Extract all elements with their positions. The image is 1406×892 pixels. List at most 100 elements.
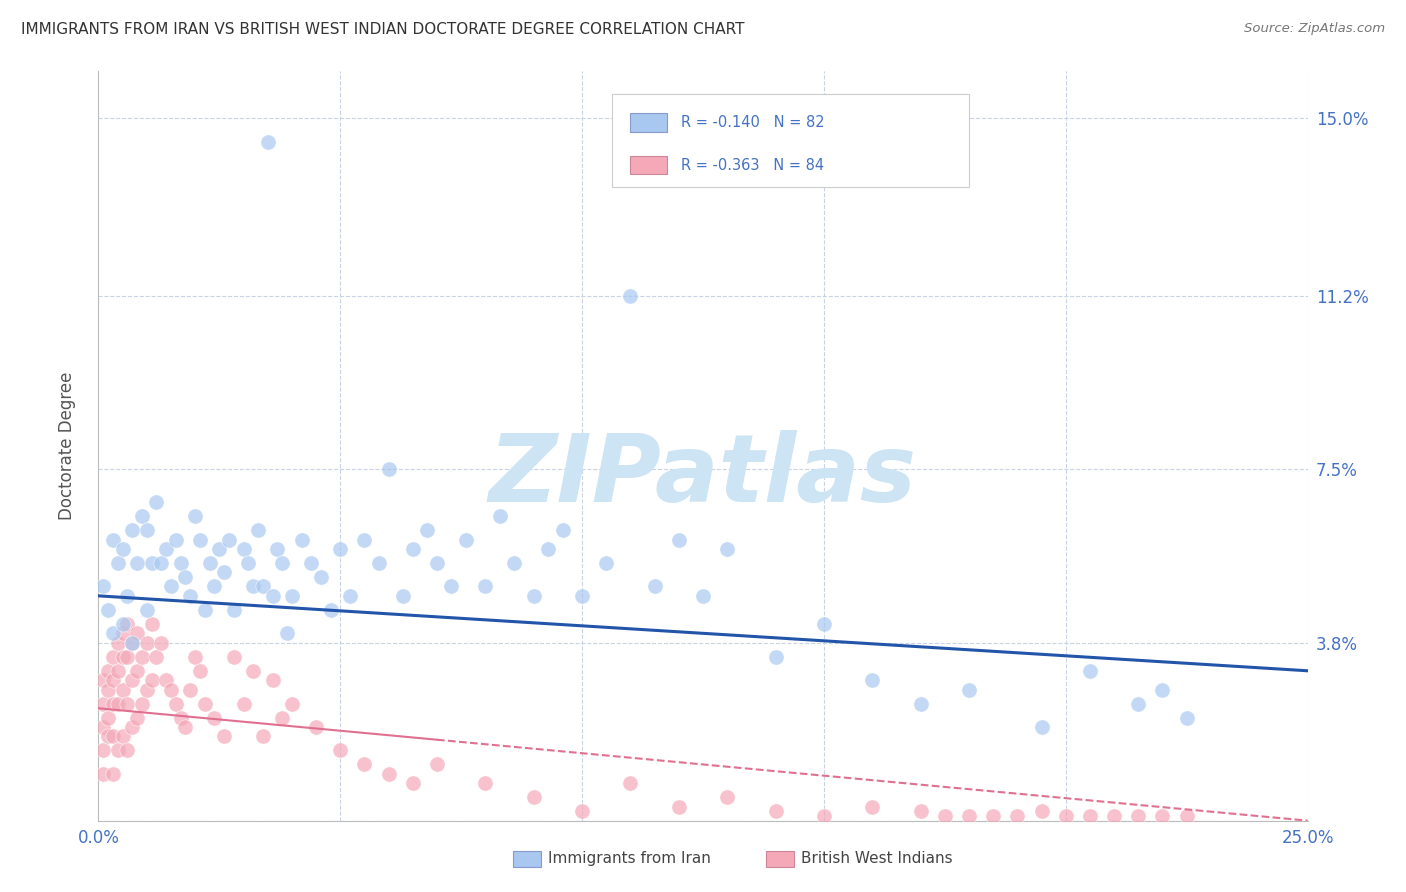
Point xyxy=(377,462,399,476)
Point xyxy=(290,533,312,547)
Point xyxy=(198,556,221,570)
Point xyxy=(127,626,149,640)
Point xyxy=(194,603,217,617)
Point xyxy=(765,649,787,664)
Point xyxy=(813,809,835,823)
Point xyxy=(1128,697,1150,711)
Point xyxy=(716,790,738,805)
Point xyxy=(238,556,260,570)
Point xyxy=(319,603,342,617)
Point xyxy=(121,635,143,649)
Point xyxy=(135,635,157,649)
Point xyxy=(117,589,139,603)
Point xyxy=(97,682,120,697)
Point xyxy=(101,730,124,744)
Point xyxy=(91,697,114,711)
Point xyxy=(155,673,177,688)
Point xyxy=(141,673,163,688)
Point xyxy=(101,533,124,547)
Point xyxy=(107,556,129,570)
Point xyxy=(141,617,163,632)
Point xyxy=(474,776,496,790)
Point xyxy=(266,541,288,557)
Point xyxy=(91,743,114,757)
Point xyxy=(619,289,641,303)
Point xyxy=(252,730,274,744)
Point xyxy=(402,776,425,790)
Point xyxy=(523,790,546,805)
Point xyxy=(111,626,134,640)
Text: Immigrants from Iran: Immigrants from Iran xyxy=(548,852,711,866)
Point xyxy=(644,580,666,594)
Point xyxy=(117,743,139,757)
Point xyxy=(91,673,114,688)
Point xyxy=(368,556,391,570)
Point xyxy=(218,533,240,547)
Point xyxy=(127,556,149,570)
Text: IMMIGRANTS FROM IRAN VS BRITISH WEST INDIAN DOCTORATE DEGREE CORRELATION CHART: IMMIGRANTS FROM IRAN VS BRITISH WEST IND… xyxy=(21,22,745,37)
Point xyxy=(377,767,399,781)
Point xyxy=(212,566,235,580)
Point xyxy=(668,799,690,814)
Point xyxy=(329,743,352,757)
Point xyxy=(121,635,143,649)
Point xyxy=(1152,682,1174,697)
Bar xyxy=(630,113,666,132)
Point xyxy=(97,603,120,617)
Point xyxy=(299,556,322,570)
Point xyxy=(353,757,375,772)
Point xyxy=(860,799,883,814)
Point xyxy=(276,626,298,640)
Point xyxy=(165,533,187,547)
Point xyxy=(262,673,284,688)
Point xyxy=(222,603,245,617)
Point xyxy=(716,541,738,557)
Point xyxy=(1031,805,1053,819)
Point xyxy=(440,580,463,594)
Point xyxy=(97,664,120,678)
Point xyxy=(474,580,496,594)
Point xyxy=(242,664,264,678)
Point xyxy=(131,649,153,664)
Point xyxy=(111,541,134,557)
Point xyxy=(813,617,835,632)
Point xyxy=(1152,809,1174,823)
Bar xyxy=(630,155,666,175)
Point xyxy=(426,556,449,570)
Point xyxy=(107,743,129,757)
Point xyxy=(329,541,352,557)
Point xyxy=(111,730,134,744)
Point xyxy=(117,649,139,664)
Point xyxy=(179,682,201,697)
FancyBboxPatch shape xyxy=(613,94,969,187)
Point xyxy=(174,720,197,734)
Point xyxy=(281,589,304,603)
Point xyxy=(619,776,641,790)
Point xyxy=(252,580,274,594)
Point xyxy=(121,523,143,537)
Point xyxy=(256,135,278,149)
Text: British West Indians: British West Indians xyxy=(801,852,953,866)
Point xyxy=(127,710,149,724)
Point xyxy=(1102,809,1125,823)
Point xyxy=(454,533,477,547)
Point xyxy=(169,556,191,570)
Point xyxy=(910,697,932,711)
Point xyxy=(551,523,574,537)
Point xyxy=(1054,809,1077,823)
Point xyxy=(595,556,617,570)
Point xyxy=(174,570,197,584)
Point xyxy=(957,682,980,697)
Point xyxy=(416,523,439,537)
Point xyxy=(117,617,139,632)
Point xyxy=(1031,720,1053,734)
Point xyxy=(160,580,183,594)
Text: Source: ZipAtlas.com: Source: ZipAtlas.com xyxy=(1244,22,1385,36)
Point xyxy=(1078,664,1101,678)
Point xyxy=(222,649,245,664)
Point xyxy=(232,697,254,711)
Point xyxy=(208,541,231,557)
Point xyxy=(150,635,173,649)
Point xyxy=(212,730,235,744)
Point xyxy=(150,556,173,570)
